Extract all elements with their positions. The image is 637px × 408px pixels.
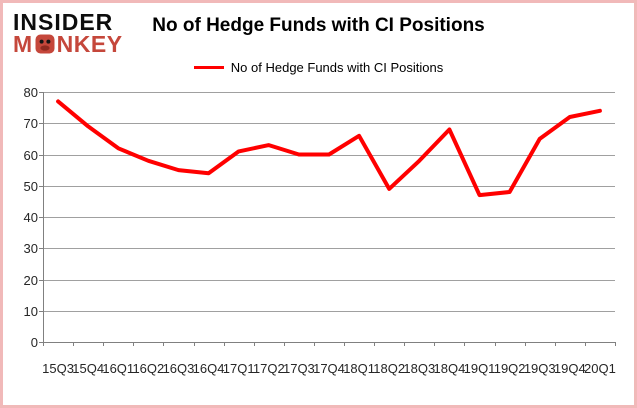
x-axis-label: 18Q3 [403,361,435,376]
x-axis-label: 17Q4 [313,361,345,376]
x-axis-label: 15Q4 [72,361,104,376]
logo-monkey-nkey: NKEY [56,31,123,57]
x-axis-label: 18Q2 [373,361,405,376]
y-axis-label: 10 [24,304,38,319]
chart-canvas: 0 10 20 30 40 50 60 70 80 15Q315Q416Q116Q216Q316Q… [24,85,616,376]
x-axis-label: 18Q1 [343,361,375,376]
y-axis-label: 40 [24,210,38,225]
insider-monkey-logo: INSIDER M NKEY [13,9,123,57]
x-axis-label: 19Q4 [554,361,586,376]
logo-insider-text: INSIDER [13,9,114,35]
monkey-face-icon [35,34,55,54]
logo-monkey-m: M [13,31,33,57]
y-axis-label: 0 [31,335,38,350]
x-axis-label: 19Q1 [464,361,496,376]
y-axis-label: 20 [24,273,38,288]
x-axis-label: 16Q3 [163,361,195,376]
y-axis-label: 30 [24,241,38,256]
x-axis-label: 17Q3 [283,361,315,376]
x-axis-label: 17Q2 [253,361,285,376]
x-axis-label: 16Q2 [132,361,164,376]
y-axis-label: 60 [24,148,38,163]
y-axis-label: 70 [24,116,38,131]
x-axis-label: 20Q1 [584,361,616,376]
chart-title: No of Hedge Funds with CI Positions [152,15,485,36]
x-axis-label: 16Q1 [102,361,134,376]
data-line-series [56,99,602,198]
y-axis-label: 50 [24,179,38,194]
x-axis-label: 18Q4 [434,361,466,376]
legend-label: No of Hedge Funds with CI Positions [230,59,444,75]
x-axis-label: 19Q3 [524,361,556,376]
legend: No of Hedge Funds with CI Positions [3,59,634,75]
x-axis-label: 19Q2 [494,361,526,376]
y-axis-label: 80 [24,85,38,100]
x-axis-label: 17Q1 [223,361,255,376]
legend-line-swatch [193,65,224,69]
x-axis-label: 15Q3 [42,361,74,376]
logo-monkey-text: M NKEY [13,31,123,57]
x-axis-label: 16Q4 [193,361,225,376]
